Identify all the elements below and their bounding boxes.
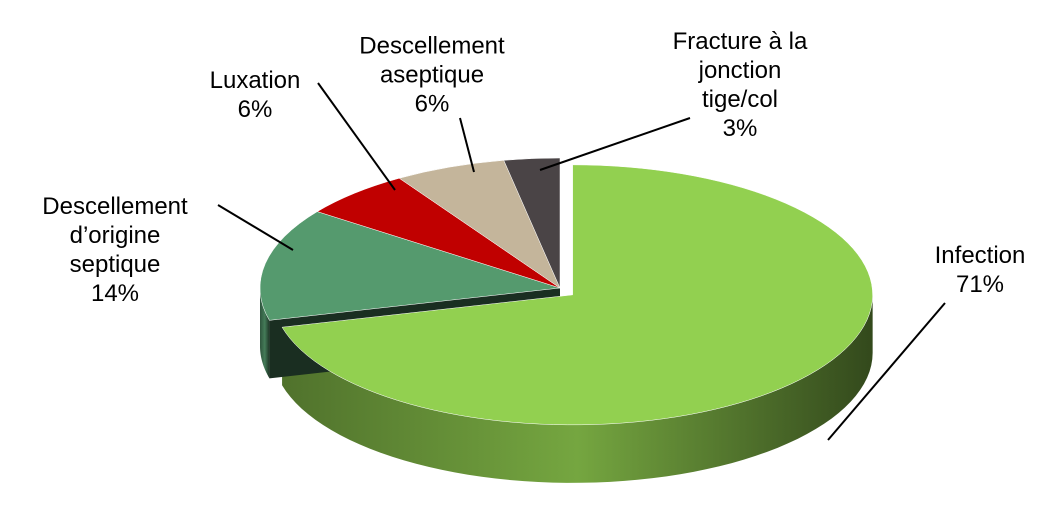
category-label: Fracture à la jonction tige/col <box>672 28 808 113</box>
leader-line <box>827 302 946 441</box>
data-label: Descellement d’origine septique 14% <box>42 192 187 308</box>
value-label: 6% <box>237 96 273 123</box>
category-label: Descellement aseptique <box>359 32 505 89</box>
slice <box>259 211 561 321</box>
slice-side <box>260 288 270 379</box>
category-label: Descellement d’origine septique <box>42 193 188 278</box>
slice <box>503 157 561 289</box>
data-label: Descellement aseptique 6% <box>359 32 504 119</box>
data-label: Luxation 6% <box>210 66 301 124</box>
slice <box>281 164 873 426</box>
leader-line <box>317 82 396 191</box>
data-label: Infection 71% <box>935 241 1026 299</box>
data-label: Fracture à la jonction tige/col 3% <box>673 27 808 143</box>
value-label: 14% <box>90 280 140 307</box>
value-label: 71% <box>955 271 1005 298</box>
leader-line <box>539 117 691 171</box>
value-label: 3% <box>722 115 758 142</box>
value-label: 6% <box>414 90 450 118</box>
category-label: Infection <box>934 242 1026 269</box>
slice-side <box>282 294 873 483</box>
leader-line <box>459 117 475 173</box>
leader-line <box>217 204 294 251</box>
category-label: Luxation <box>209 67 301 94</box>
